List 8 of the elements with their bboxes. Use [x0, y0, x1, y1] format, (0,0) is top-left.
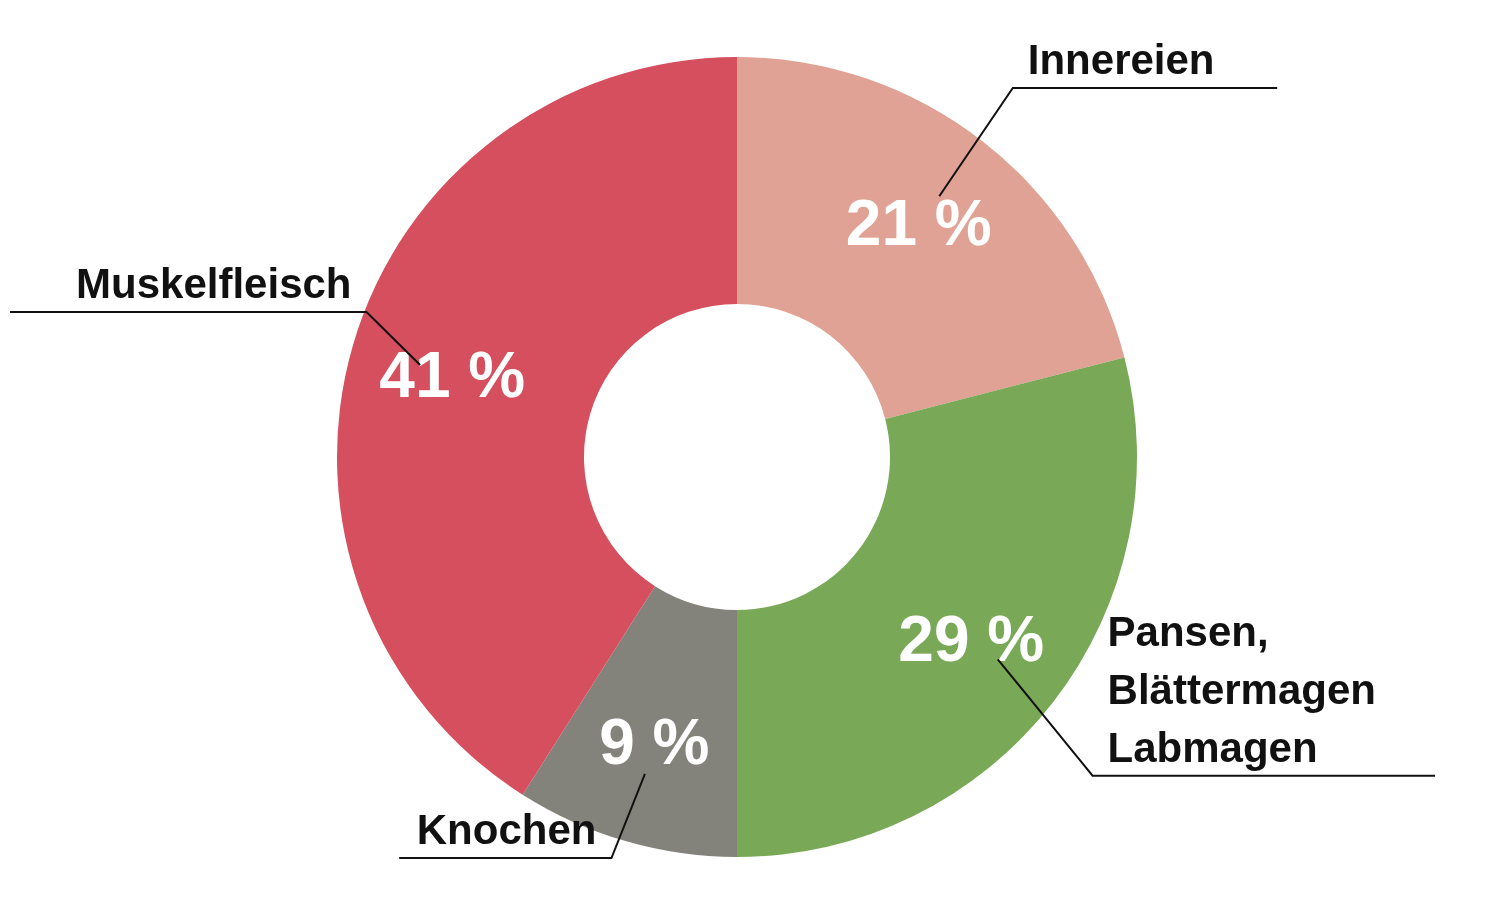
- data-label: 9 %: [599, 706, 710, 779]
- slice-label: Innereien: [1027, 36, 1215, 83]
- data-label: 41 %: [379, 338, 526, 411]
- data-label: 29 %: [898, 603, 1045, 676]
- slice-label: Pansen, Blättermagen Labmagen: [1107, 607, 1376, 771]
- data-label: 21 %: [845, 187, 992, 260]
- slice-label: Knochen: [416, 806, 597, 853]
- slice-label: Muskelfleisch: [76, 259, 352, 307]
